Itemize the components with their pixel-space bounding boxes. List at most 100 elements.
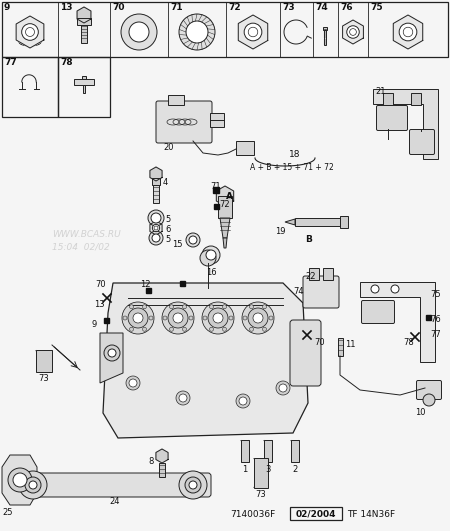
Bar [83,84,85,93]
Circle shape [123,316,127,320]
Bar [213,187,219,193]
Bar [145,287,150,293]
Circle shape [183,327,186,331]
Circle shape [203,316,207,320]
Circle shape [183,305,186,309]
Circle shape [121,14,157,50]
Text: 73: 73 [255,490,266,499]
Text: 21: 21 [375,87,386,96]
Text: 76: 76 [340,3,353,12]
Polygon shape [285,219,295,225]
Circle shape [253,313,263,323]
Bar [81,25,87,43]
Circle shape [108,349,116,357]
Circle shape [347,26,359,38]
Polygon shape [16,16,44,48]
Circle shape [148,210,164,226]
Text: 8: 8 [148,457,153,466]
Text: 71: 71 [210,182,220,191]
Circle shape [186,233,200,247]
Text: 73: 73 [282,3,295,12]
Circle shape [143,305,147,309]
Text: 1: 1 [243,465,248,474]
Circle shape [210,305,213,309]
Bar [295,218,340,226]
Bar [180,280,184,286]
Text: 3: 3 [266,465,271,474]
Text: 20: 20 [163,143,174,152]
FancyBboxPatch shape [156,101,212,143]
Text: 5: 5 [165,215,170,224]
Text: 71: 71 [170,3,183,12]
Bar [323,268,333,280]
Circle shape [202,246,220,264]
Text: 78: 78 [403,338,414,347]
Text: 13: 13 [94,300,104,309]
Circle shape [242,302,274,334]
Circle shape [213,313,223,323]
Circle shape [170,305,174,309]
Circle shape [189,236,197,244]
Circle shape [239,397,247,405]
Circle shape [399,23,417,41]
Bar [213,203,219,209]
Circle shape [222,305,226,309]
Circle shape [189,481,197,489]
Polygon shape [223,238,227,248]
Text: 22: 22 [305,272,315,281]
Text: 16: 16 [206,268,216,277]
Bar [340,216,348,228]
Bar [159,463,165,477]
Text: 9: 9 [4,3,10,12]
Polygon shape [150,167,162,181]
Bar [254,458,268,488]
Circle shape [13,473,27,487]
Circle shape [22,24,38,40]
Circle shape [104,345,120,361]
Circle shape [222,327,226,331]
Circle shape [129,379,137,387]
Circle shape [122,302,154,334]
Circle shape [371,285,379,293]
Text: 72: 72 [228,3,241,12]
Circle shape [130,327,134,331]
Polygon shape [238,15,268,49]
Bar [36,350,52,372]
Text: 70: 70 [314,338,324,347]
Circle shape [249,327,253,331]
Text: 76: 76 [430,315,441,324]
Text: 15:04  02/02: 15:04 02/02 [52,242,110,251]
Text: 24: 24 [110,497,120,506]
Circle shape [29,481,37,489]
Circle shape [189,316,193,320]
Text: 15: 15 [172,240,183,249]
Circle shape [179,14,215,50]
Text: WWW.BCAS.RU: WWW.BCAS.RU [52,230,121,239]
Text: 5: 5 [165,235,170,244]
Circle shape [163,316,167,320]
Bar [290,507,342,520]
Circle shape [236,394,250,408]
Circle shape [153,225,160,232]
FancyBboxPatch shape [417,381,441,399]
Text: 7140036F: 7140036F [230,510,275,519]
Circle shape [210,327,213,331]
Bar [82,76,86,80]
Text: 12: 12 [140,280,150,289]
Text: A + B + 15 + 71 + 72: A + B + 15 + 71 + 72 [250,163,334,172]
Polygon shape [156,449,168,463]
Bar [291,440,299,462]
Text: 9: 9 [92,320,97,329]
Polygon shape [103,283,308,438]
Polygon shape [216,186,234,206]
Text: 13: 13 [60,3,72,12]
Bar [2,57,58,117]
Circle shape [168,308,188,328]
Circle shape [149,231,163,245]
FancyBboxPatch shape [361,301,395,323]
Bar [218,196,232,218]
Circle shape [151,213,161,223]
Text: 72: 72 [219,200,230,209]
Bar [236,141,254,155]
Bar [153,185,159,203]
